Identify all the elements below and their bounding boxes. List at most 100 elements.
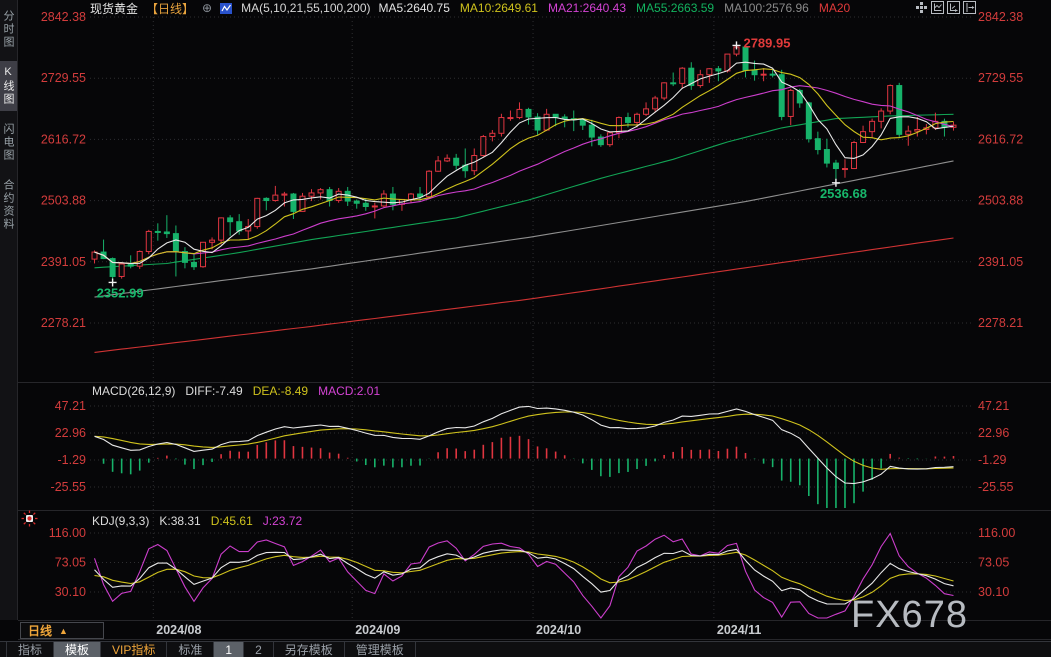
chart-legend: 现货黄金 【日线】 ⊕ MA(5,10,21,55,100,200) MA5:2… (90, 0, 850, 16)
axis-label: 2391.05 (41, 255, 86, 269)
axis-label: 2536.68 (820, 186, 867, 201)
price-chart-canvas[interactable]: 2842.38 2842.38 2729.55 2729.55 2616.72 2616.… (0, 0, 1051, 641)
toolbar-tab[interactable]: 标准 (167, 642, 215, 657)
toolbar-tab[interactable]: 模板 (54, 642, 102, 657)
macd-panel[interactable] (94, 405, 955, 508)
kdj-title: KDJ(9,3,3) (92, 514, 150, 528)
axis-label: 2278.21 (41, 316, 86, 330)
k-value: K:38.31 (159, 514, 201, 528)
axis-label: -1.29 (978, 453, 1007, 467)
ma10-line (94, 68, 954, 265)
axis-label: 2729.55 (41, 71, 86, 85)
axis-label: 2789.95 (743, 35, 790, 50)
ma-value-label: MA21:2640.43 (547, 1, 627, 15)
chevron-up-icon: ▲ (59, 625, 68, 636)
d-value: D:45.61 (210, 514, 253, 528)
axis-label: 2503.88 (978, 194, 1023, 208)
ma100-line (94, 160, 954, 298)
axis-label: 2842.38 (978, 10, 1023, 24)
macd-title: MACD(26,12,9) (92, 384, 176, 398)
diff-value: DIFF:-7.49 (185, 384, 243, 398)
move-chart-icon[interactable] (915, 1, 928, 14)
sidebar-tab[interactable]: K线图 (0, 61, 17, 111)
axis-label: 2729.55 (978, 71, 1023, 85)
chart-style-icon[interactable] (220, 2, 233, 15)
extreme-marker-icon (108, 278, 117, 287)
extreme-marker-icon (831, 178, 840, 187)
extreme-marker-icon (732, 41, 741, 50)
toolbar-tab[interactable]: 管理模板 (345, 642, 416, 657)
axis-label: 116.00 (49, 526, 86, 540)
axis-label: 2842.38 (41, 10, 86, 24)
j-value: J:23.72 (262, 514, 303, 528)
toolbar-tab[interactable]: 另存模板 (274, 642, 345, 657)
kdj-settings-icon[interactable] (21, 510, 38, 532)
axis-label: -25.55 (978, 480, 1013, 494)
ma-short-lines (94, 61, 954, 265)
axis-label: 2503.88 (41, 194, 86, 208)
axis-label: 22.96 (55, 426, 86, 440)
axis-label: 22.96 (978, 426, 1009, 440)
axis-label: 73.05 (978, 556, 1009, 570)
axis-label: 30.10 (55, 585, 86, 599)
ma5-line (94, 61, 954, 265)
left-tab-strip: 分时图 K线图闪电图合约资料 (0, 0, 18, 620)
macd-value: MACD:2.01 (318, 384, 381, 398)
toolbar-tab[interactable]: 2 (244, 642, 274, 657)
grid-lines (18, 16, 1051, 640)
axis-label: 30.10 (978, 585, 1009, 599)
axis-label: 116.00 (978, 526, 1015, 540)
j-line (93, 532, 954, 619)
x-axis-scale-icon[interactable] (947, 1, 960, 14)
kdj-indicator-header: KDJ(9,3,3) K:38.31 D:45.61 J:23.72 (92, 514, 302, 528)
axis-label: -1.29 (58, 453, 87, 467)
axis-label: 47.21 (55, 399, 86, 413)
ma21-line (94, 85, 954, 265)
toolbar-tab[interactable]: 1 (214, 642, 245, 657)
d-line (94, 551, 954, 602)
price-annotations (108, 41, 840, 287)
axis-label: 2616.72 (978, 132, 1023, 146)
axis-label: 2352.99 (97, 285, 144, 300)
ma-value-label: MA20 (818, 1, 851, 15)
watermark: FX678 (851, 594, 968, 636)
sidebar-tab[interactable]: 合约资料 (2, 179, 14, 231)
toolbar-tab[interactable]: VIP指标 (101, 642, 168, 657)
period-label: 【日线】 (146, 1, 195, 16)
macd-indicator-header: MACD(26,12,9) DIFF:-7.49 DEA:-8.49 MACD:… (92, 384, 380, 398)
ma-value-label: MA100:2576.96 (724, 1, 809, 15)
axis-label: 2278.21 (978, 316, 1023, 330)
sidebar-tab[interactable]: 闪电图 (2, 123, 14, 162)
ma200-line (94, 237, 954, 353)
axis-label: 47.21 (978, 399, 1009, 413)
toolbar-tab[interactable]: 指标 (6, 642, 55, 657)
axis-label: 2391.05 (978, 255, 1023, 269)
period-selector[interactable]: 日线 ▲ (20, 622, 104, 639)
axis-label: 2024/10 (536, 623, 581, 637)
period-selector-label: 日线 (28, 624, 53, 638)
axis-label: 2024/11 (717, 623, 762, 637)
dea-line (94, 411, 954, 470)
kdj-panel[interactable] (93, 532, 954, 619)
diff-line (94, 405, 954, 485)
dea-value: DEA:-8.49 (252, 384, 309, 398)
sidebar-tab[interactable]: 分时图 (2, 10, 14, 49)
symbol-name: 现货黄金 (90, 1, 139, 16)
axis-label: 2024/09 (355, 623, 400, 637)
axis-label: -25.55 (51, 480, 86, 494)
y-axis-scale-icon[interactable] (931, 1, 944, 14)
ma-value-label: MA55:2663.59 (636, 1, 715, 15)
axis-label: 2616.72 (41, 132, 86, 146)
candlestick-series[interactable] (91, 45, 957, 283)
shift-chart-icon[interactable] (963, 1, 976, 14)
ma-value-label: MA5:2640.75 (378, 1, 450, 15)
add-compare-icon[interactable]: ⊕ (202, 1, 213, 15)
ma-value-label: MA10:2649.61 (459, 1, 538, 15)
chart-toolbar-icons (915, 1, 976, 14)
k-line (94, 548, 954, 605)
ma-settings-label: MA(5,10,21,55,100,200) (241, 1, 371, 15)
axis-label: 73.05 (55, 556, 86, 570)
axis-label: 2024/08 (156, 623, 201, 637)
axis-labels: 2842.38 2842.38 2729.55 2729.55 2616.72 2616.… (41, 10, 1023, 637)
